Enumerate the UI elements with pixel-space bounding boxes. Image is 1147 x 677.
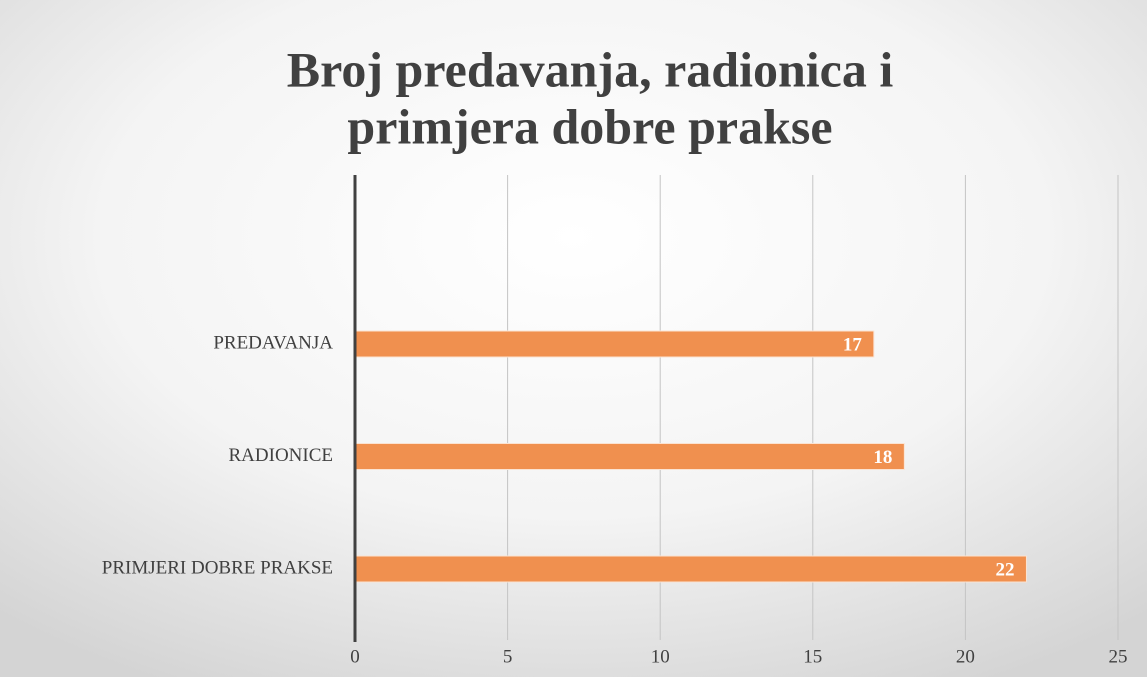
x-tick-label: 25 <box>1109 646 1128 667</box>
bar <box>354 555 1027 583</box>
x-tick-label: 10 <box>651 646 670 667</box>
x-tick-label: 20 <box>956 646 975 667</box>
data-label: 18 <box>873 447 892 468</box>
x-tick-label: 15 <box>803 646 822 667</box>
x-tick-label: 5 <box>503 646 513 667</box>
chart-title: primjera dobre prakse <box>347 98 832 154</box>
x-tick-label: 0 <box>350 646 360 667</box>
y-tick-label: RADIONICE <box>229 445 334 466</box>
y-tick-label: PRIMJERI DOBRE PRAKSE <box>102 557 333 578</box>
data-label: 17 <box>843 334 863 355</box>
chart-title: Broj predavanja, radionica i <box>287 41 894 97</box>
bar <box>354 330 875 358</box>
data-label: 22 <box>995 559 1014 580</box>
bar <box>354 443 905 470</box>
y-tick-label: PREDAVANJA <box>213 332 333 353</box>
